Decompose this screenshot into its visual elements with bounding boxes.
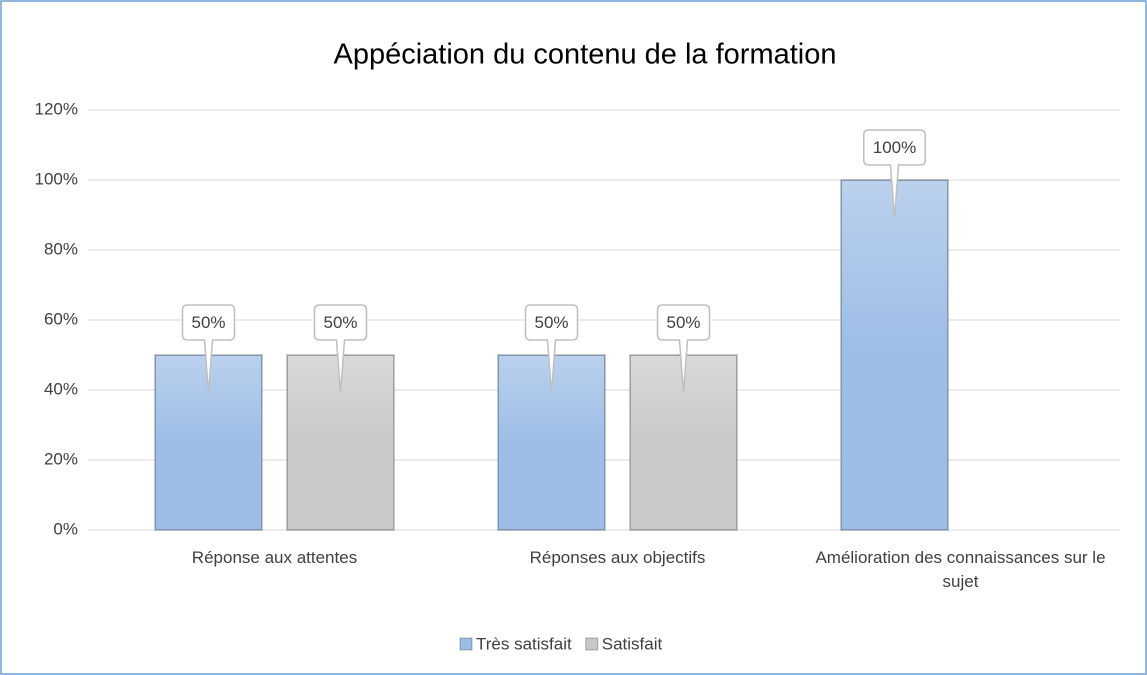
- data-label: 50%: [313, 304, 368, 394]
- x-tick-label: Réponses aux objectifs: [529, 548, 706, 567]
- data-label: 50%: [181, 304, 236, 394]
- y-tick-label: 120%: [35, 99, 78, 118]
- data-label-text: 50%: [191, 313, 225, 332]
- data-label-callout: [313, 304, 368, 394]
- x-tick-label: Amélioration des connaissances sur le su…: [815, 548, 1106, 591]
- y-tick-label: 40%: [44, 379, 78, 398]
- data-label-callout: [181, 304, 236, 394]
- data-label: 50%: [524, 304, 579, 394]
- x-tick-label-box: Réponse aux attentes: [191, 548, 358, 567]
- data-label-text: 100%: [873, 138, 916, 157]
- data-label: 50%: [656, 304, 711, 394]
- data-label-callout: [863, 129, 926, 219]
- data-label-text: 50%: [323, 313, 357, 332]
- y-tick-label: 60%: [44, 309, 78, 328]
- chart-title: Appéciation du contenu de la formation: [333, 39, 836, 71]
- y-tick-label: 100%: [35, 169, 78, 188]
- legend-label: Très satisfait: [476, 634, 572, 653]
- x-tick-label: Réponse aux attentes: [191, 548, 358, 567]
- y-tick-label: 80%: [44, 239, 78, 258]
- data-label-callout: [656, 304, 711, 394]
- data-label-callout: [524, 304, 579, 394]
- data-label-text: 50%: [534, 313, 568, 332]
- data-label: 100%: [863, 129, 926, 219]
- legend-swatch: [585, 637, 599, 651]
- x-tick-label-box: Réponses aux objectifs: [529, 548, 706, 567]
- y-tick-label: 20%: [44, 449, 78, 468]
- x-tick-label-box: Amélioration des connaissances sur le su…: [815, 548, 1106, 591]
- data-label-text: 50%: [666, 313, 700, 332]
- y-tick-label: 0%: [53, 519, 78, 538]
- legend-swatch: [459, 637, 473, 651]
- legend-label: Satisfait: [602, 634, 663, 653]
